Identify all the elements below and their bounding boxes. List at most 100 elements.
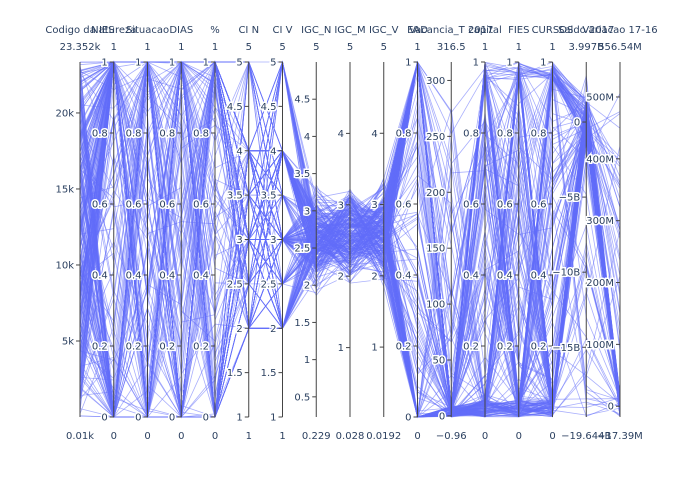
dimension-label: Vacancia_T 2017 (409, 25, 493, 36)
tick-label: 3 (236, 235, 242, 246)
range-max-label: 1 (549, 42, 555, 53)
tick-label: 3 (338, 200, 344, 211)
tick-label: 1 (135, 58, 141, 69)
tick-label: 3 (371, 200, 377, 211)
axis-16[interactable]: 0 100M 200M 300M 400M 500M Variacao 17-16 556.5… (582, 25, 657, 442)
axis-13[interactable]: 0.2 0.4 0.6 0.8 1 FIES 1 0 (495, 25, 530, 442)
tick-label: 0.8 (531, 129, 547, 140)
tick-label: 200 (426, 188, 445, 199)
range-min-label: 0 (482, 431, 488, 442)
range-max-label: 1 (144, 42, 150, 53)
axis-10[interactable]: 0 0.2 0.4 0.6 0.8 1 EAD 1 0 (394, 25, 429, 442)
tick-label: 2 (371, 271, 377, 282)
tick-label: 1 (506, 58, 512, 69)
range-max-label: 1 (516, 42, 522, 53)
tick-label: 0.6 (531, 200, 547, 211)
tick-label: 1 (304, 355, 310, 366)
tick-label: 0.8 (92, 129, 108, 140)
axis-8[interactable]: 1 2 3 4 IGC_M 5 0.028 (334, 25, 365, 442)
range-max-label: 1 (414, 42, 420, 53)
range-max-label: 556.54M (598, 42, 642, 53)
range-min-label: 0.01k (66, 431, 94, 442)
axis-3[interactable]: 0 0.2 0.4 0.6 0.8 1 DIAS 1 0 (158, 25, 193, 442)
tick-label: 0.8 (463, 129, 479, 140)
tick-label: 0.2 (193, 342, 209, 353)
dimension-label: Natureza (91, 25, 136, 36)
axis-4[interactable]: 0 0.2 0.4 0.6 0.8 1% 1 0 (192, 25, 220, 442)
tick-label: 2 (338, 272, 344, 283)
tick-label: 5 (236, 58, 242, 69)
axis-0[interactable]: 5k 10k 15k 20k Codigo da IES 23.352k 0.01k (45, 25, 114, 442)
tick-label: 300M (586, 216, 614, 227)
tick-label: 0.4 (531, 271, 547, 282)
tick-label: 1.5 (261, 368, 277, 379)
range-max-label: 1 (212, 42, 218, 53)
tick-label: 0 (439, 411, 445, 422)
dimension-label: Saldo 2017 (558, 25, 614, 36)
axis-14[interactable]: 0.2 0.4 0.6 0.8 1 CURSOS 1 0 (529, 25, 574, 442)
range-max-label: 5 (313, 42, 319, 53)
range-min-label: 0.0192 (366, 431, 401, 442)
tick-label: 0.4 (159, 271, 175, 282)
range-max-label: 1 (482, 42, 488, 53)
tick-label: 1 (473, 58, 479, 69)
tick-label: 0 (203, 413, 209, 424)
tick-label: 4 (236, 146, 242, 157)
tick-label: 1.5 (227, 368, 243, 379)
axis-7[interactable]: 0.5 1 1.5 2 2.5 3 3.5 4 4.5 IGC_N 5 0.229 (293, 25, 331, 442)
axis-5[interactable]: 1 1.5 2 2.5 3 3.5 4 4.5 5 CI N 5 1 (225, 25, 259, 442)
tick-label: 1 (338, 343, 344, 354)
tick-label: 1 (236, 413, 242, 424)
tick-label: 0 (169, 413, 175, 424)
dimension-label: IGC_N (301, 25, 331, 36)
tick-label: 2 (236, 324, 242, 335)
tick-label: 4 (338, 129, 344, 140)
axis-1[interactable]: 0 0.2 0.4 0.6 0.8 1 Natureza 1 0 (90, 25, 136, 442)
range-min-label: 0 (144, 431, 150, 442)
tick-label: 0 (405, 413, 411, 424)
tick-label: 1 (405, 58, 411, 69)
range-min-label: 0 (212, 431, 218, 442)
axis-6[interactable]: 1 1.5 2 2.5 3 3.5 4 4.5 5 CI V 5 1 (259, 25, 293, 442)
tick-label: 0.4 (463, 271, 479, 282)
range-min-label: 0 (178, 431, 184, 442)
tick-label: 0.2 (396, 342, 412, 353)
tick-label: 0.4 (497, 271, 513, 282)
range-min-label: 0 (516, 431, 522, 442)
tick-label: 500M (586, 92, 614, 103)
tick-label: 0.8 (497, 129, 513, 140)
tick-label: 1 (101, 58, 107, 69)
axis-9[interactable]: 1 2 3 4 IGC_V 5 0.0192 (366, 25, 401, 442)
axis-15[interactable]: −15B −10B −5B 0 Saldo 2017 3.997B −19.644B (551, 25, 615, 442)
tick-label: 20k (55, 108, 74, 119)
axis-2[interactable]: 0 0.2 0.4 0.6 0.8 1 Situacao 1 0 (124, 25, 170, 442)
tick-label: 0.2 (92, 342, 108, 353)
tick-label: 0.4 (193, 271, 209, 282)
tick-label: 4.5 (227, 102, 243, 113)
tick-label: 0 (101, 413, 107, 424)
tick-label: 5 (270, 58, 276, 69)
tick-label: 0.6 (396, 200, 412, 211)
dimension-label: DIAS (169, 25, 193, 36)
range-max-label: 23.352k (60, 42, 101, 53)
tick-label: 4 (371, 129, 377, 140)
tick-label: 0 (608, 402, 614, 413)
dimension-label: capital (468, 25, 502, 36)
tick-label: 0.4 (396, 271, 412, 282)
tick-label: 1 (540, 58, 546, 69)
range-max-label: 3.997B (569, 42, 605, 53)
tick-label: 2.5 (261, 279, 277, 290)
range-min-label: −19.644B (561, 431, 611, 442)
tick-label: 0.2 (531, 342, 547, 353)
tick-label: 1 (270, 413, 276, 424)
tick-label: 100 (426, 300, 445, 311)
tick-label: 2 (270, 324, 276, 335)
range-min-label: 0 (414, 431, 420, 442)
range-min-label: 0.028 (336, 431, 365, 442)
range-max-label: 1 (111, 42, 117, 53)
dimension-label: % (210, 25, 220, 36)
tick-label: 0 (574, 118, 580, 129)
axis-12[interactable]: 0.2 0.4 0.6 0.8 1 capital 1 0 (462, 25, 502, 442)
